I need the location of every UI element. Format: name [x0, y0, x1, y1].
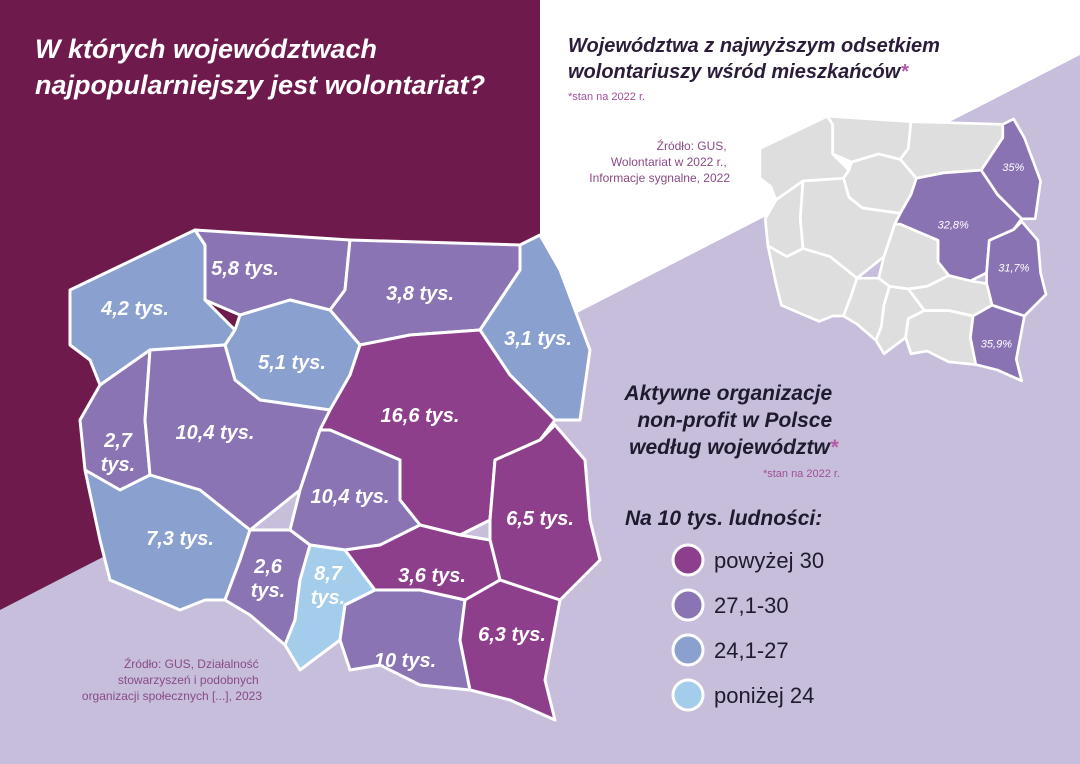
region-label-line: 7,3 tys. — [146, 528, 214, 550]
main-map: 4,2 tys. 5,8 tys. 3,8 tys. 3,1 tys. 5,1 tys.… — [68, 228, 602, 722]
region-label: 3,8 tys. — [386, 283, 454, 305]
side-region — [969, 303, 1026, 383]
region-label-line: 4,2 tys. — [100, 298, 169, 320]
org-title-line: według województw — [629, 436, 831, 459]
region — [478, 233, 592, 422]
region-label: 6,5 tys. — [506, 508, 574, 530]
legend-label: 24,1-27 — [714, 638, 789, 663]
region-label-line: 6,3 tys. — [478, 624, 546, 646]
region-label-line: tys. — [311, 587, 345, 609]
title-line: W których województwach — [35, 34, 377, 64]
side-title-line: wolontariuszy wśród mieszkańców — [568, 61, 902, 83]
org-note: *stan na 2022 r. — [763, 468, 840, 480]
region-label-line: 5,8 tys. — [211, 258, 279, 280]
region-label-line: 6,5 tys. — [506, 508, 574, 530]
asterisk: * — [900, 61, 909, 83]
legend-title: Na 10 tys. ludności: — [625, 507, 822, 530]
region-label-line: 3,8 tys. — [386, 283, 454, 305]
side-map — [758, 114, 1048, 383]
org-title: Aktywne organizacje non-profit w Polsce … — [623, 382, 838, 459]
region-label-line: 10 tys. — [374, 650, 436, 672]
region-label-line: 10,4 tys. — [311, 486, 390, 508]
main-title: W których województwach najpopularniejsz… — [35, 34, 485, 100]
region-label-line: 8,7 — [314, 563, 343, 585]
side-source: Źródło: GUS, Wolontariat w 2022 r., Info… — [589, 138, 730, 185]
region-label: 7,3 tys. — [146, 528, 214, 550]
side-note: *stan na 2022 r. — [568, 91, 645, 103]
region-label-line: 5,1 tys. — [258, 352, 326, 374]
region-label-line: 16,6 tys. — [381, 405, 460, 427]
side-region — [825, 114, 913, 164]
region-label-line: 2,7 — [103, 430, 133, 452]
legend-label: powyżej 30 — [714, 548, 824, 573]
source-line: organizacji społecznych [...], 2023 — [82, 689, 262, 703]
legend-swatch — [671, 678, 705, 712]
region-label-line: 10,4 tys. — [176, 422, 255, 444]
side-title: Województwa z najwyższym odsetkiem wolon… — [568, 35, 946, 83]
region — [338, 588, 472, 692]
side-region — [979, 117, 1042, 221]
main-source: Źródło: GUS, Działalność stowarzyszeń i … — [82, 656, 262, 703]
asterisk: * — [830, 436, 839, 459]
region-label: 3,6 tys. — [398, 565, 466, 587]
region-label: 8,7 tys. — [311, 563, 345, 609]
region-label-line: 3,6 tys. — [398, 565, 466, 587]
side-title-line: Województwa z najwyższym odsetkiem — [568, 35, 940, 57]
org-title-line: Aktywne organizacje — [623, 382, 832, 405]
region-label: 10,4 tys. — [311, 486, 390, 508]
legend-swatch — [671, 633, 705, 667]
source-line: Informacje sygnalne, 2022 — [589, 171, 730, 185]
side-region — [904, 309, 978, 366]
source-line: Wolontariat w 2022 r., — [611, 155, 727, 169]
title-line: najpopularniejszy jest wolontariat? — [35, 70, 485, 100]
region-label-line: 3,1 tys. — [504, 328, 572, 350]
region-label: 6,3 tys. — [478, 624, 546, 646]
side-region-label: 35% — [1002, 162, 1024, 174]
region — [458, 578, 562, 722]
org-title-line: non-profit w Polsce — [637, 409, 832, 432]
side-region-label: 32,8% — [938, 220, 969, 232]
region-label-line: tys. — [251, 580, 285, 602]
legend-swatch — [671, 543, 705, 577]
region-label-line: 2,6 — [253, 556, 283, 578]
region-label: 4,2 tys. — [100, 298, 169, 320]
source-line: Źródło: GUS, Działalność — [124, 656, 259, 671]
region-label-line: tys. — [101, 454, 135, 476]
region-label: 2,7 tys. — [101, 430, 135, 476]
region-label: 10 tys. — [374, 650, 436, 672]
region-label: 16,6 tys. — [381, 405, 460, 427]
legend: powyżej 30 27,1-30 24,1-27 poniżej 24 — [671, 543, 824, 712]
region-label: 2,6 tys. — [251, 556, 285, 602]
region-label: 3,1 tys. — [504, 328, 572, 350]
legend-label: poniżej 24 — [714, 683, 814, 708]
region-label: 5,1 tys. — [258, 352, 326, 374]
side-region-label: 31,7% — [998, 263, 1029, 275]
side-map-labels: 35% 32,8% 31,7% 35,9% — [938, 162, 1030, 351]
region-label: 5,8 tys. — [211, 258, 279, 280]
legend-swatch — [671, 588, 705, 622]
source-line: stowarzyszeń i podobnych — [118, 673, 259, 687]
region-label: 10,4 tys. — [176, 422, 255, 444]
legend-label: 27,1-30 — [714, 593, 789, 618]
side-region-label: 35,9% — [981, 339, 1012, 351]
source-line: Źródło: GUS, — [657, 138, 727, 153]
